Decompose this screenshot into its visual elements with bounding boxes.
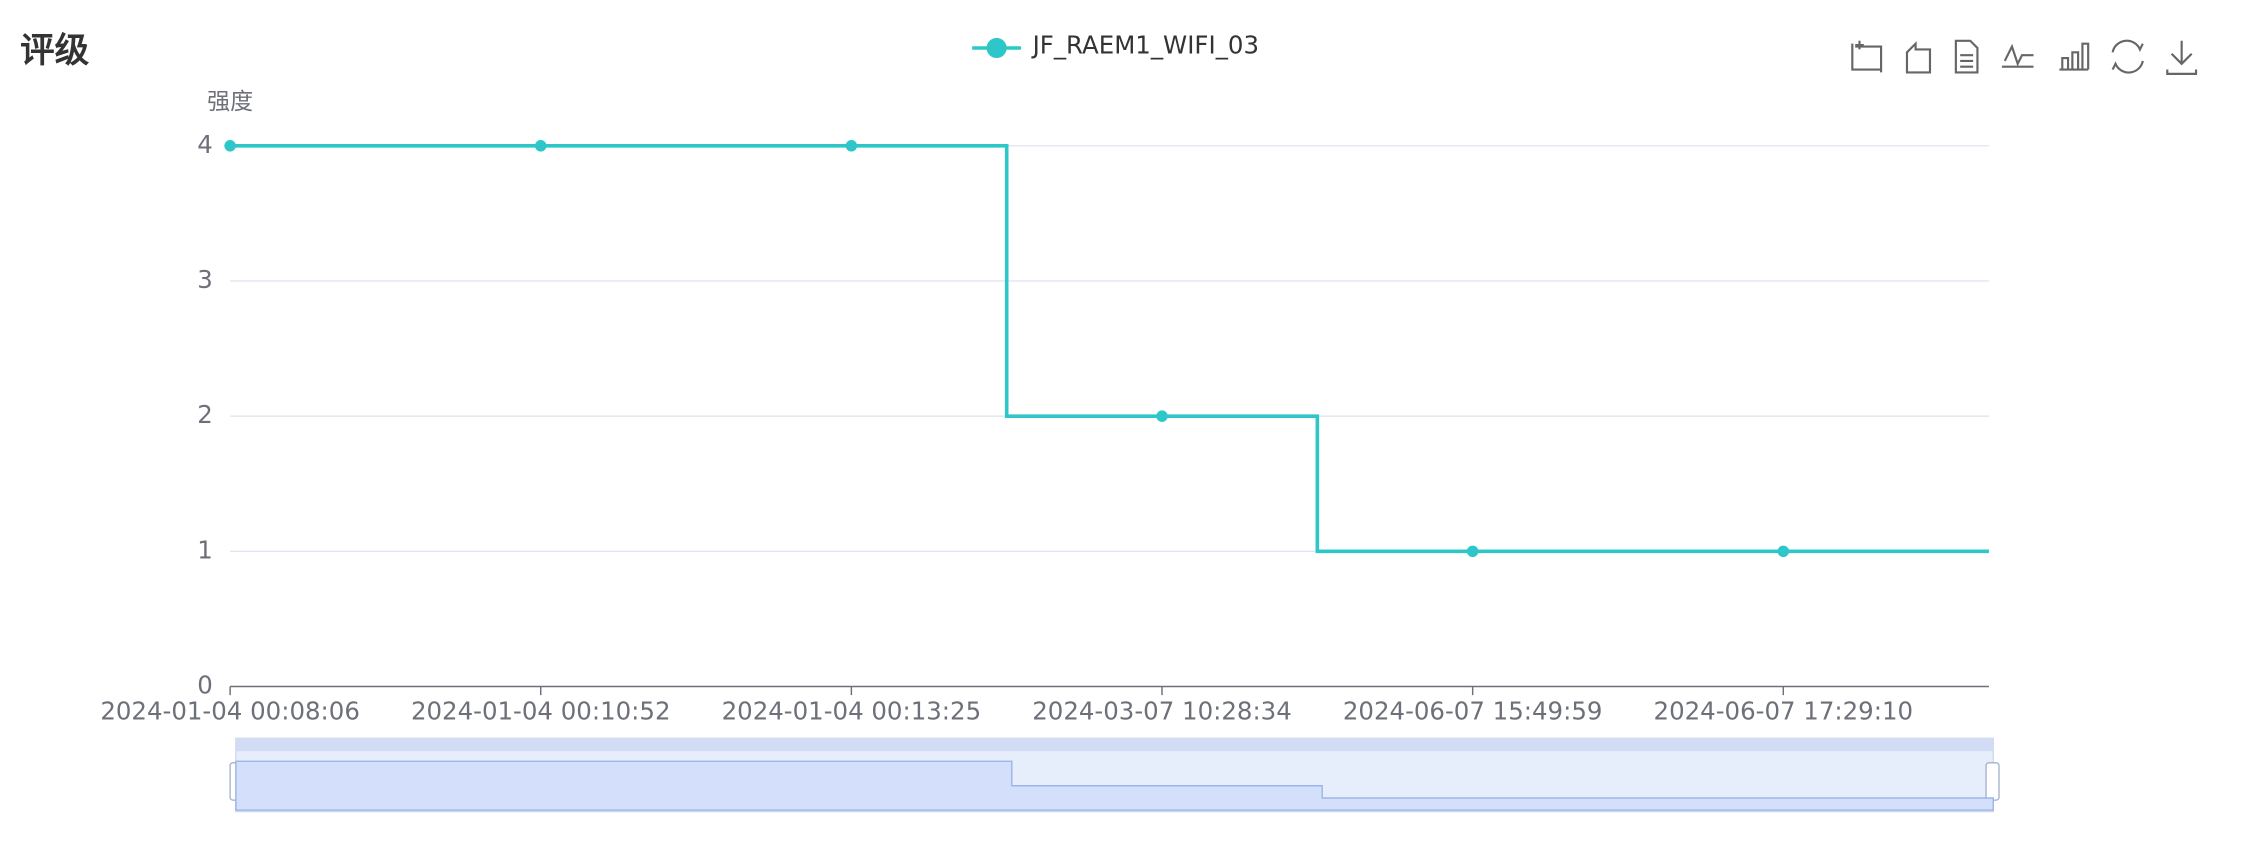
line-icon[interactable] (2001, 43, 2034, 68)
data-view-icon[interactable] (1954, 39, 1979, 74)
x-tick-label: 2024-01-04 00:08:06 (100, 696, 360, 725)
x-tick-label: 2024-01-04 00:13:25 (722, 696, 982, 725)
data-point (224, 140, 236, 152)
zoom-bar[interactable] (235, 738, 1994, 752)
zoom-handle[interactable] (1985, 762, 2000, 801)
restore-icon[interactable] (2111, 39, 2144, 74)
back-icon[interactable] (1905, 41, 1932, 74)
series-line (230, 143, 1989, 554)
y-tick-label: 4 (197, 130, 213, 159)
zoom-preview (235, 760, 1994, 811)
y-tick-label: 1 (197, 535, 213, 564)
x-tick-label: 2024-01-04 00:10:52 (411, 696, 671, 725)
data-point (534, 140, 547, 152)
legend-symbol (986, 37, 1007, 59)
data-point (1777, 545, 1790, 558)
toolbox[interactable] (1851, 39, 2198, 75)
x-tick-label: 2024-06-07 15:49:59 (1343, 696, 1603, 725)
bar-icon[interactable] (2059, 42, 2090, 71)
x-tick-label: 2024-06-07 17:29:10 (1654, 696, 1914, 725)
y-tick-label: 3 (197, 265, 213, 294)
x-tick-label: 2024-03-07 10:28:34 (1032, 696, 1292, 725)
y-axis-label: 强度 (207, 89, 253, 115)
legend-item[interactable]: JF_RAEM1_WIFI_03 (972, 31, 1259, 60)
data-point (845, 140, 858, 152)
save-icon[interactable] (2166, 40, 2198, 75)
data-point (1156, 410, 1168, 422)
zoom-icon[interactable] (1851, 40, 1883, 73)
data-point (1466, 545, 1479, 558)
chart-title: 评级 (20, 31, 89, 71)
legend-label: JF_RAEM1_WIFI_03 (1031, 31, 1259, 60)
y-tick-label: 0 (197, 671, 213, 700)
y-tick-label: 2 (197, 400, 213, 429)
